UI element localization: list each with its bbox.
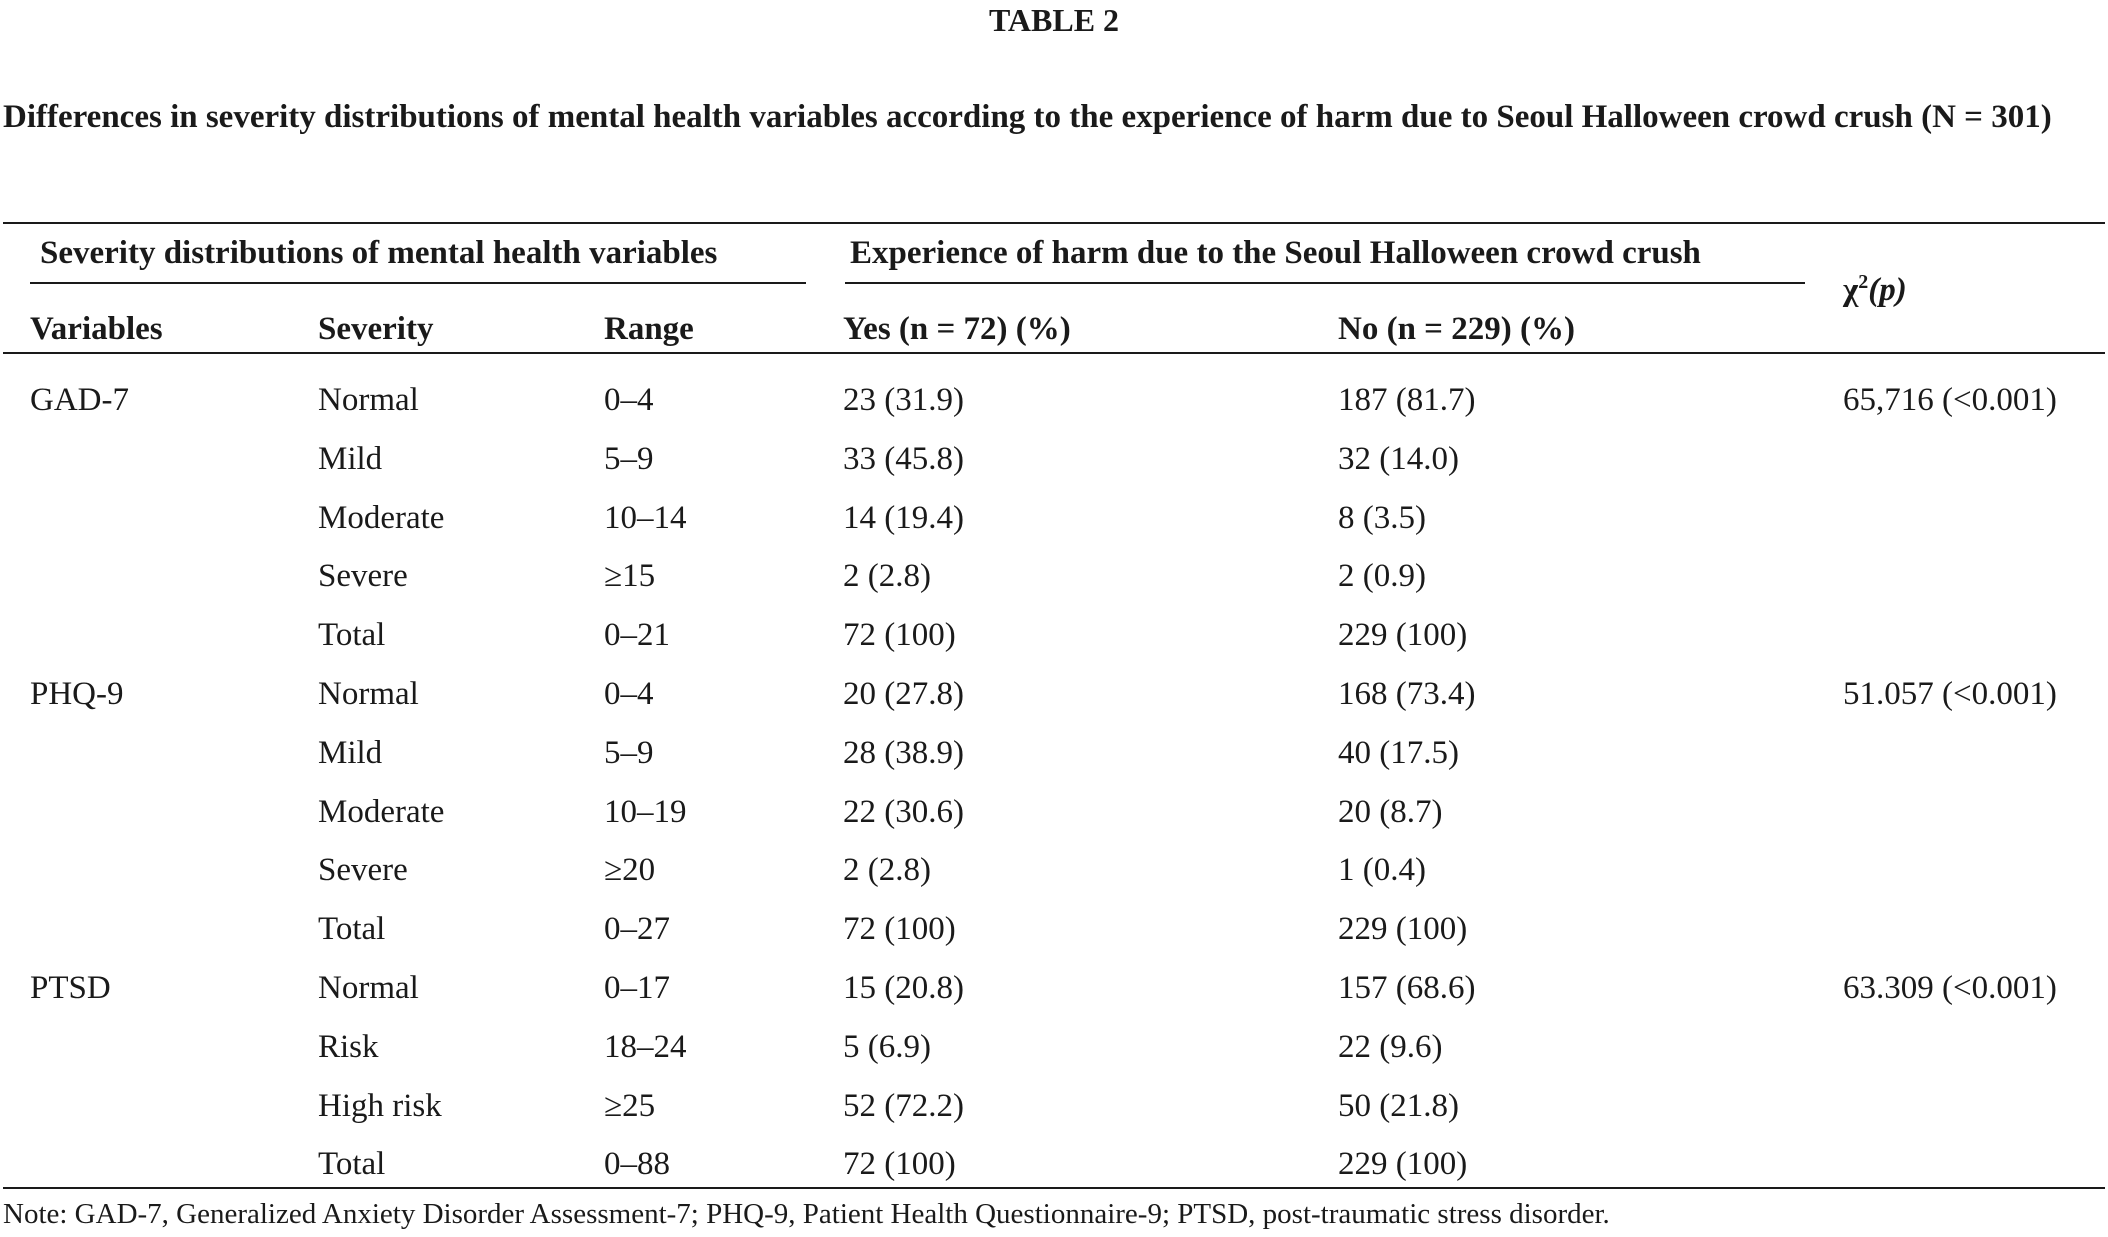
cell-no: 187 (81.7) xyxy=(1338,382,1476,418)
chi-symbol: χ xyxy=(1843,272,1859,308)
cell-no: 32 (14.0) xyxy=(1338,441,1459,477)
cell-severity: Moderate xyxy=(318,500,445,536)
cell-range: 5–9 xyxy=(604,735,654,771)
cell-range: 0–21 xyxy=(604,617,670,653)
cell-no: 40 (17.5) xyxy=(1338,735,1459,771)
col-header-severity: Severity xyxy=(318,311,434,347)
cell-range: 0–4 xyxy=(604,382,654,418)
cell-variable: PHQ-9 xyxy=(30,676,124,712)
cell-severity: Severe xyxy=(318,852,408,888)
cell-no: 1 (0.4) xyxy=(1338,852,1426,888)
top-rule xyxy=(3,222,2105,224)
cell-chi-square: 63.309 (<0.001) xyxy=(1843,970,2057,1006)
cell-yes: 5 (6.9) xyxy=(843,1029,931,1065)
cell-no: 229 (100) xyxy=(1338,911,1468,947)
cell-no: 2 (0.9) xyxy=(1338,558,1426,594)
cell-range: ≥15 xyxy=(604,558,656,594)
cell-yes: 2 (2.8) xyxy=(843,852,931,888)
cell-no: 157 (68.6) xyxy=(1338,970,1476,1006)
cell-severity: Risk xyxy=(318,1029,379,1065)
chi-superscript: 2 xyxy=(1858,271,1869,293)
cell-severity: Mild xyxy=(318,735,383,771)
group-header-severity: Severity distributions of mental health … xyxy=(40,235,718,271)
cell-range: 0–88 xyxy=(604,1146,670,1182)
cell-severity: Normal xyxy=(318,970,419,1006)
group-header-harm: Experience of harm due to the Seoul Hall… xyxy=(850,235,1701,271)
cell-no: 22 (9.6) xyxy=(1338,1029,1443,1065)
cell-range: ≥25 xyxy=(604,1088,656,1124)
cell-severity: Mild xyxy=(318,441,383,477)
cell-severity: Normal xyxy=(318,676,419,712)
cell-no: 229 (100) xyxy=(1338,1146,1468,1182)
col-header-range: Range xyxy=(604,311,694,347)
cell-yes: 52 (72.2) xyxy=(843,1088,964,1124)
cell-yes: 72 (100) xyxy=(843,617,956,653)
cell-range: 18–24 xyxy=(604,1029,687,1065)
table-note: Note: GAD-7, Generalized Anxiety Disorde… xyxy=(3,1198,1610,1230)
cell-range: 0–17 xyxy=(604,970,670,1006)
group-left-rule xyxy=(30,282,806,284)
table-caption: Differences in severity distributions of… xyxy=(3,99,2052,135)
cell-severity: Moderate xyxy=(318,794,445,830)
cell-variable: GAD-7 xyxy=(30,382,129,418)
cell-range: 10–19 xyxy=(604,794,687,830)
cell-range: 0–4 xyxy=(604,676,654,712)
cell-range: 10–14 xyxy=(604,500,687,536)
col-header-yes: Yes (n = 72) (%) xyxy=(843,311,1071,347)
cell-no: 168 (73.4) xyxy=(1338,676,1476,712)
cell-severity: Total xyxy=(318,911,386,947)
cell-yes: 2 (2.8) xyxy=(843,558,931,594)
group-right-rule xyxy=(845,282,1805,284)
cell-no: 50 (21.8) xyxy=(1338,1088,1459,1124)
cell-chi-square: 51.057 (<0.001) xyxy=(1843,676,2057,712)
cell-severity: Total xyxy=(318,617,386,653)
cell-yes: 20 (27.8) xyxy=(843,676,964,712)
col-header-variables: Variables xyxy=(30,311,163,347)
table-label: TABLE 2 xyxy=(988,2,1120,38)
chi-p: (p) xyxy=(1868,272,1907,308)
cell-yes: 72 (100) xyxy=(843,1146,956,1182)
cell-yes: 72 (100) xyxy=(843,911,956,947)
cell-no: 229 (100) xyxy=(1338,617,1468,653)
cell-yes: 15 (20.8) xyxy=(843,970,964,1006)
cell-severity: Total xyxy=(318,1146,386,1182)
cell-yes: 23 (31.9) xyxy=(843,382,964,418)
cell-chi-square: 65,716 (<0.001) xyxy=(1843,382,2057,418)
cell-yes: 33 (45.8) xyxy=(843,441,964,477)
cell-yes: 22 (30.6) xyxy=(843,794,964,830)
cell-severity: Normal xyxy=(318,382,419,418)
header-bottom-rule xyxy=(3,352,2105,354)
cell-variable: PTSD xyxy=(30,970,111,1006)
col-header-no: No (n = 229) (%) xyxy=(1338,311,1575,347)
cell-yes: 28 (38.9) xyxy=(843,735,964,771)
cell-range: ≥20 xyxy=(604,852,656,888)
cell-range: 0–27 xyxy=(604,911,670,947)
chi-square-header: χ2(p) xyxy=(1843,270,1907,310)
cell-no: 8 (3.5) xyxy=(1338,500,1426,536)
cell-severity: High risk xyxy=(318,1088,442,1124)
cell-severity: Severe xyxy=(318,558,408,594)
bottom-rule xyxy=(3,1187,2105,1189)
cell-yes: 14 (19.4) xyxy=(843,500,964,536)
cell-range: 5–9 xyxy=(604,441,654,477)
cell-no: 20 (8.7) xyxy=(1338,794,1443,830)
